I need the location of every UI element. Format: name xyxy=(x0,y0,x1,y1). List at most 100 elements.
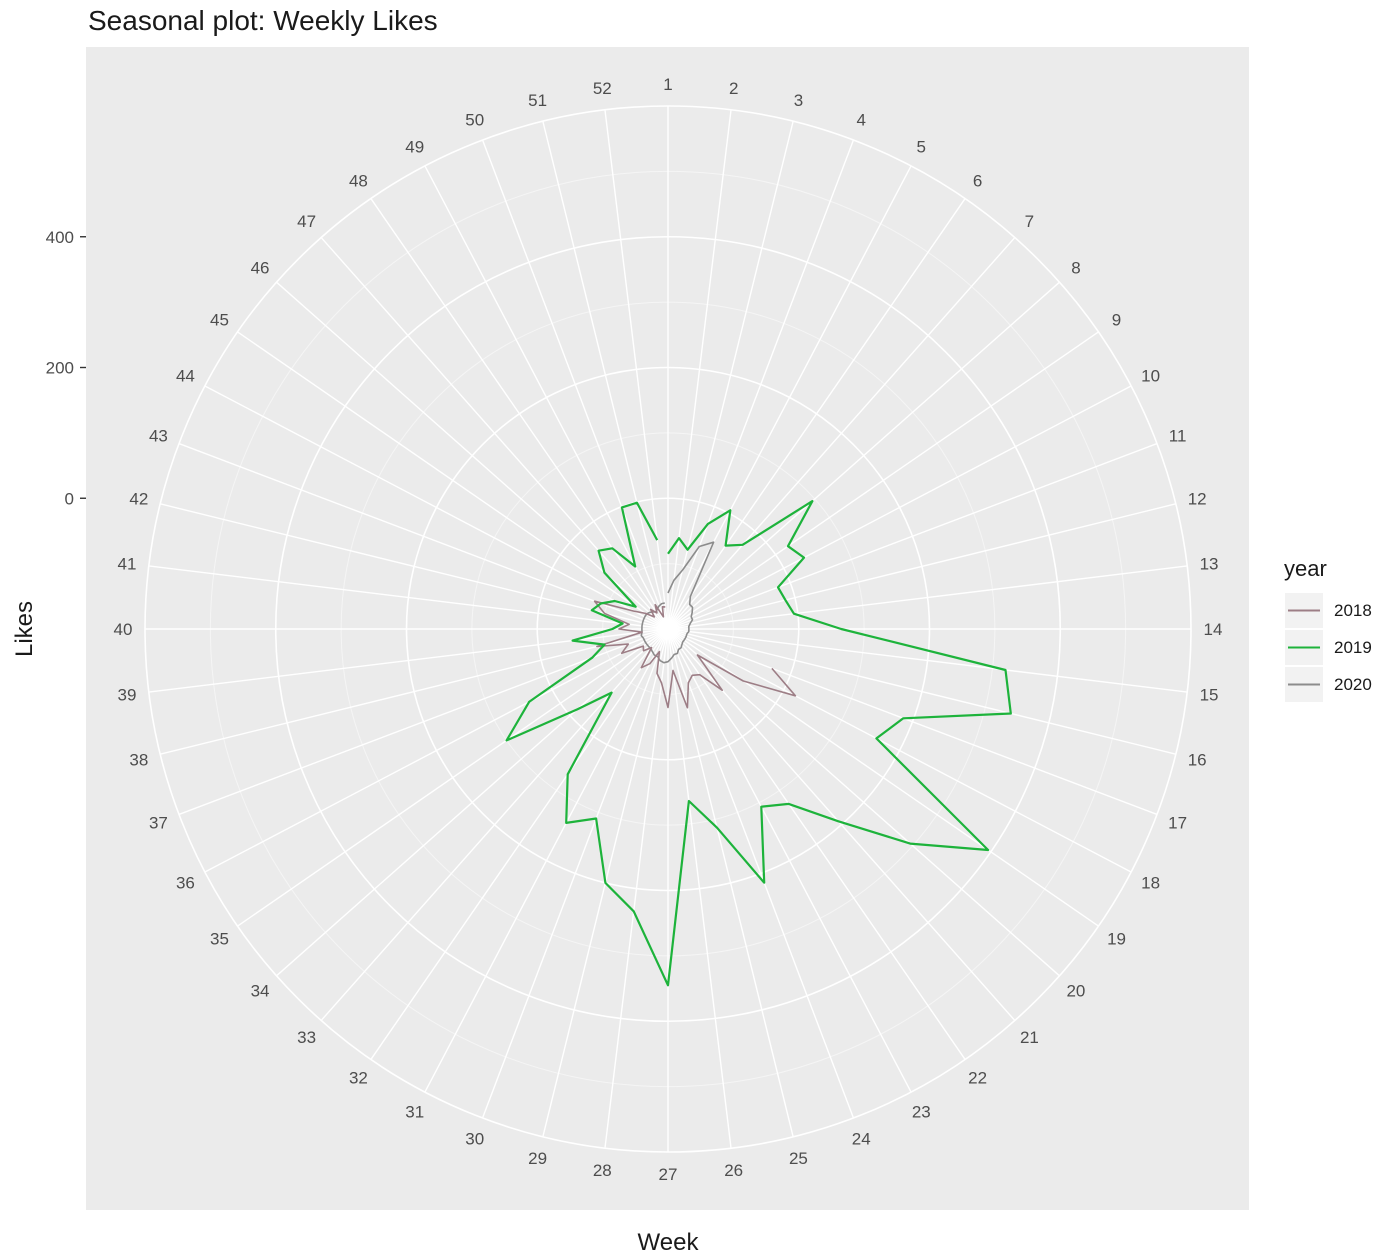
week-label: 9 xyxy=(1112,310,1121,329)
week-label: 19 xyxy=(1107,930,1126,949)
grid-spoke xyxy=(320,237,669,630)
week-label: 13 xyxy=(1200,554,1219,573)
series-line-2019 xyxy=(505,500,1012,987)
grid-spoke xyxy=(178,628,669,816)
week-label: 4 xyxy=(857,110,866,129)
week-label: 46 xyxy=(251,259,270,278)
legend: year 2018 2019 2020 xyxy=(1284,556,1372,702)
grid-spoke xyxy=(667,628,1016,1021)
week-label: 8 xyxy=(1071,259,1080,278)
grid-spoke xyxy=(667,121,794,630)
week-label: 28 xyxy=(593,1161,612,1180)
week-label: 47 xyxy=(297,212,316,231)
week-label: 48 xyxy=(349,171,368,190)
series-line-2020 xyxy=(640,541,715,664)
y-axis-title: Likes xyxy=(11,601,38,657)
grid-spoke xyxy=(160,628,669,755)
legend-label-2019: 2019 xyxy=(1334,638,1372,657)
legend-title: year xyxy=(1284,556,1327,581)
week-label: 41 xyxy=(118,554,137,573)
week-label: 23 xyxy=(912,1103,931,1122)
week-label: 50 xyxy=(465,110,484,129)
week-label: 24 xyxy=(852,1130,871,1149)
week-label: 49 xyxy=(405,137,424,156)
grid-spoke xyxy=(667,198,966,630)
week-label: 14 xyxy=(1204,620,1223,639)
grid-spoke xyxy=(424,628,669,1093)
polar-grid xyxy=(144,105,1192,1153)
week-label: 2 xyxy=(729,79,738,98)
week-labels: 1 234567891011121314151617181920212223242… xyxy=(114,75,1223,1184)
series-layer xyxy=(505,500,1012,987)
grid-spoke xyxy=(237,331,669,630)
grid-spoke xyxy=(667,628,1158,816)
y-tick-label: 400 xyxy=(46,228,74,247)
grid-spoke xyxy=(148,565,669,630)
legend-label-2020: 2020 xyxy=(1334,675,1372,694)
grid-spoke xyxy=(667,109,732,630)
grid-spoke xyxy=(276,628,669,977)
week-label: 1 xyxy=(663,75,672,94)
y-tick-label: 200 xyxy=(46,359,74,378)
grid-spoke xyxy=(481,139,669,630)
week-label: 11 xyxy=(1169,427,1187,446)
grid-spoke xyxy=(604,628,669,1149)
grid-spoke xyxy=(667,628,912,1093)
week-label: 18 xyxy=(1141,873,1160,892)
grid-spoke xyxy=(667,628,732,1149)
week-label: 33 xyxy=(297,1028,316,1047)
week-label: 52 xyxy=(593,79,612,98)
grid-spoke xyxy=(667,565,1188,630)
grid-spoke xyxy=(667,628,855,1119)
grid-spoke xyxy=(667,442,1158,630)
grid-spoke xyxy=(481,628,669,1119)
week-label: 34 xyxy=(251,981,270,1000)
grid-spoke xyxy=(237,628,669,927)
week-label: 39 xyxy=(118,686,137,705)
grid-spoke xyxy=(148,628,669,693)
legend-label-2018: 2018 xyxy=(1334,601,1372,620)
week-label: 40 xyxy=(114,620,133,639)
x-axis-title: Week xyxy=(638,1229,700,1256)
week-label: 42 xyxy=(129,490,148,509)
week-label: 21 xyxy=(1020,1028,1039,1047)
week-label: 27 xyxy=(659,1165,678,1184)
grid-spoke xyxy=(667,503,1176,630)
y-tick-label: 0 xyxy=(65,489,74,508)
grid-spoke xyxy=(604,109,669,630)
grid-spoke xyxy=(667,628,794,1137)
week-label: 25 xyxy=(789,1149,808,1168)
grid-spoke xyxy=(667,628,1176,755)
week-label: 20 xyxy=(1066,981,1085,1000)
week-label: 17 xyxy=(1168,813,1187,832)
grid-spoke xyxy=(667,628,1132,873)
week-label: 38 xyxy=(129,750,148,769)
series-line-2018 xyxy=(593,600,797,709)
week-label: 30 xyxy=(465,1130,484,1149)
grid-spoke xyxy=(204,628,669,873)
week-label: 6 xyxy=(973,171,982,190)
grid-spoke xyxy=(370,628,669,1060)
grid-spoke xyxy=(667,628,1060,977)
week-label: 43 xyxy=(149,427,168,446)
week-label: 36 xyxy=(176,873,195,892)
grid-spoke xyxy=(667,237,1016,630)
week-label: 26 xyxy=(724,1161,743,1180)
grid-spoke xyxy=(160,503,669,630)
week-label: 22 xyxy=(968,1069,987,1088)
grid-spoke xyxy=(204,385,669,630)
week-label: 35 xyxy=(210,930,229,949)
chart-title: Seasonal plot: Weekly Likes xyxy=(88,5,438,36)
week-label: 12 xyxy=(1188,490,1207,509)
grid-spoke xyxy=(667,165,912,630)
week-label: 32 xyxy=(349,1069,368,1088)
week-label: 37 xyxy=(149,813,168,832)
grid-spoke xyxy=(667,281,1060,630)
grid-spoke xyxy=(667,385,1132,630)
grid-spoke xyxy=(424,165,669,630)
week-label: 16 xyxy=(1188,750,1207,769)
grid-spoke xyxy=(178,442,669,630)
grid-spoke xyxy=(276,281,669,630)
week-label: 10 xyxy=(1141,367,1160,386)
